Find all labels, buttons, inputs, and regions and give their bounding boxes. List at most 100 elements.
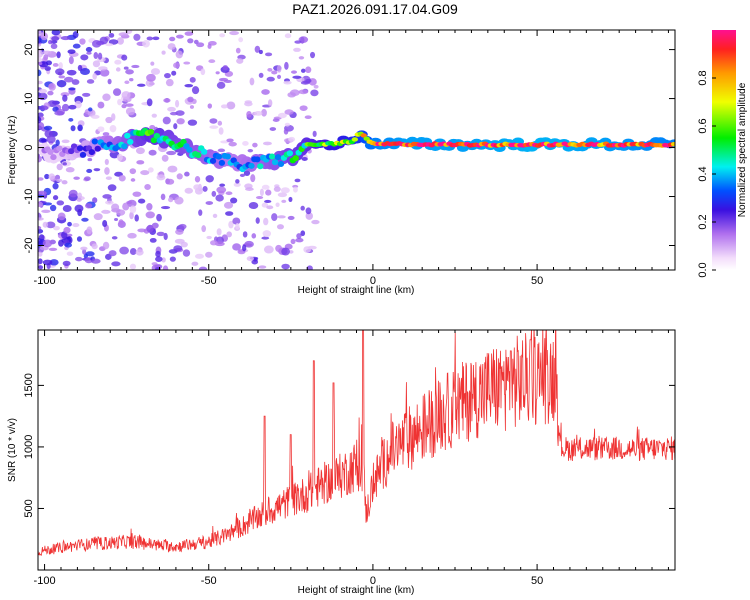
spectrogram-cell <box>299 105 308 111</box>
spectrogram-cell <box>290 238 296 245</box>
spectrogram-cell <box>71 79 80 85</box>
spectrogram-cell <box>131 64 140 69</box>
colorbar-tick-label: 0.8 <box>697 70 709 85</box>
spectrogram-cell <box>135 147 145 155</box>
spectrogram-cell <box>264 199 272 204</box>
spectrogram-cell <box>129 263 137 270</box>
spectrogram-cell <box>286 150 294 157</box>
spectrogram-cell <box>94 145 101 152</box>
spectrogram-cell <box>276 64 282 73</box>
spectrogram-cell <box>262 230 271 238</box>
spectrogram-cell <box>288 136 296 142</box>
spectrogram-cell <box>239 173 245 177</box>
spectrogram-cell <box>217 148 226 153</box>
spectrogram-cell <box>67 221 72 227</box>
spectrogram-cell <box>38 116 42 124</box>
spectrogram-cell <box>48 173 56 180</box>
spectrogram-cell <box>151 113 157 118</box>
spectrogram-cell <box>147 167 154 173</box>
spectrogram-cell <box>61 103 70 112</box>
spectrogram-cell <box>87 157 93 162</box>
spectrogram-cell <box>99 68 110 77</box>
spectrogram-cell <box>300 230 306 237</box>
spectrogram-cell <box>283 80 292 85</box>
spectrogram-cell <box>50 154 57 161</box>
spectrogram-cell <box>56 80 67 88</box>
spectrogram-cell <box>105 176 112 180</box>
spectrogram-cell <box>118 32 129 37</box>
spectrogram-cell <box>98 66 108 71</box>
spectrogram-cell <box>247 148 254 153</box>
spectrogram-cell <box>74 100 82 109</box>
spectrogram-cell <box>86 51 92 55</box>
spectrogram-cell <box>53 225 60 231</box>
spectrogram-cell <box>261 108 267 117</box>
spectrogram-cell <box>266 76 275 82</box>
spectrogram-cell <box>215 153 223 160</box>
spectrogram-cell <box>276 224 284 230</box>
spectrogram-cell <box>305 207 312 215</box>
spectrogram-cell <box>121 54 128 61</box>
spectrogram-cell <box>38 121 45 130</box>
spectrogram-cell <box>169 256 176 262</box>
spectrogram-cell <box>38 237 43 245</box>
spectrogram-cell <box>180 138 187 145</box>
spectrogram-cell <box>198 266 208 270</box>
spectrogram-cell <box>305 66 312 74</box>
spectrogram-cell <box>202 185 208 192</box>
spectrogram-cell <box>196 42 205 48</box>
spectrogram-cell <box>148 149 157 156</box>
spectrogram-cell <box>235 47 241 54</box>
spectrogram-cell <box>281 247 290 256</box>
spectrogram-cell <box>92 197 98 204</box>
spectrogram-cell <box>255 195 264 200</box>
spectrogram-cell <box>168 197 174 203</box>
spectrogram-cell <box>228 141 237 147</box>
spectrogram-cell <box>42 221 49 228</box>
spectrogram-cell <box>92 72 97 80</box>
spectrogram-cell <box>86 79 95 84</box>
spectrogram-cell <box>272 118 280 122</box>
spectrogram-cell <box>146 73 156 82</box>
spectrogram-cell <box>218 159 226 166</box>
spectrogram-cell <box>102 132 110 136</box>
spectrogram-cell <box>67 148 75 155</box>
spectrogram-cell <box>38 190 47 196</box>
spectrogram-cell <box>255 217 260 224</box>
spectrogram-cell <box>80 246 88 251</box>
spectrogram-cell <box>107 78 112 85</box>
spectrogram-cell <box>38 37 42 44</box>
spectrogram-cell <box>235 179 240 184</box>
spectrogram-cell <box>152 36 160 41</box>
spectrogram-cell <box>80 54 89 61</box>
spectrogram-cell <box>161 154 169 162</box>
spectrogram-cell <box>175 50 183 59</box>
spectrogram-cell <box>135 249 144 256</box>
spectrogram-cell <box>284 61 289 70</box>
spectrogram-cell <box>66 69 77 76</box>
spectrogram-cell <box>146 36 154 41</box>
spectrogram-cell <box>82 248 87 255</box>
spectrogram-cell <box>187 119 198 126</box>
spectrogram-cell <box>116 153 123 161</box>
spectrogram-cell <box>56 178 63 183</box>
spectrogram-cell <box>311 219 320 225</box>
spectrogram-cell <box>280 187 290 194</box>
spectrogram-cell <box>275 244 283 252</box>
spectrogram-cell <box>258 265 267 269</box>
colorbar-tick-label: 0.4 <box>697 166 709 181</box>
spectrogram-cell <box>182 249 191 257</box>
spectrogram-cell <box>184 171 190 177</box>
spectrogram-cell <box>187 38 194 44</box>
spectrogram-cell <box>293 47 301 52</box>
spectrogram-cell <box>42 239 53 248</box>
spectrogram-cell <box>283 128 289 135</box>
colorbar-tick-label: 0.2 <box>697 214 709 229</box>
spectrogram-cell <box>258 49 263 55</box>
spectrogram-cell <box>275 202 280 207</box>
spectrogram-cell <box>77 124 83 132</box>
spectrogram-cell <box>160 193 166 201</box>
spectrogram-cell <box>38 69 42 77</box>
spectrogram-cell <box>129 77 134 82</box>
spectrogram-cell <box>268 153 276 160</box>
